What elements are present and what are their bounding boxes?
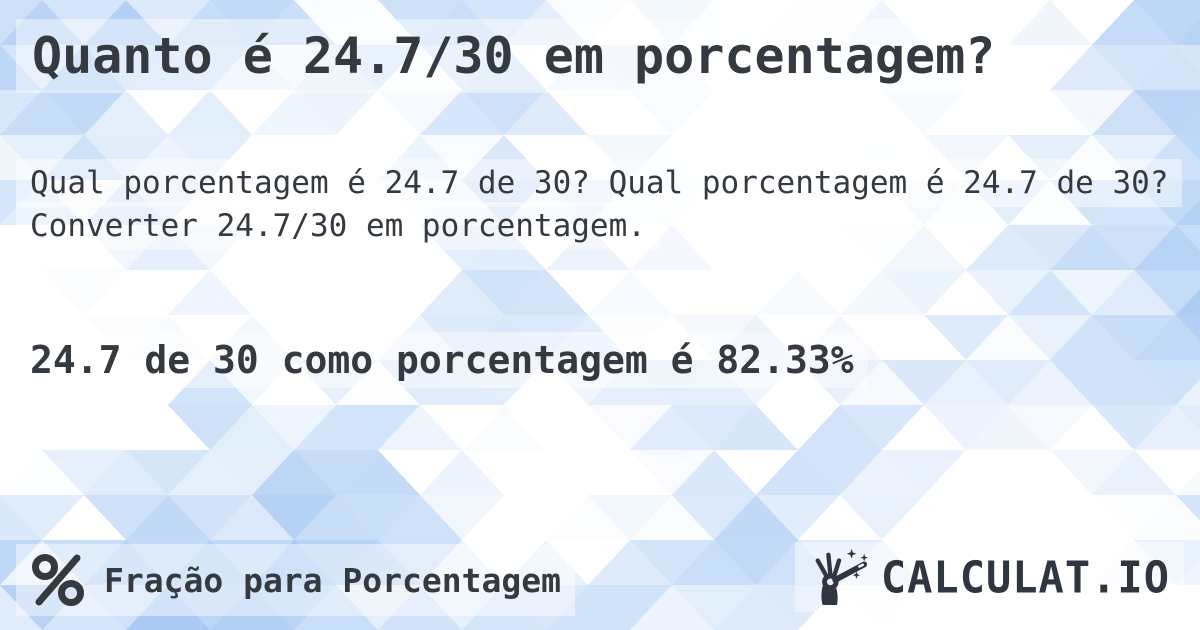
brand-name: CALCULAT.IO bbox=[880, 551, 1170, 603]
page-description-text: Qual porcentagem é 24.7 de 30? Qual porc… bbox=[16, 159, 1183, 250]
category-badge: Fração para Porcentagem bbox=[16, 544, 575, 616]
answer-heading: 24.7 de 30 como porcentagem é 82.33% bbox=[16, 332, 868, 388]
magic-wand-hand-icon bbox=[815, 548, 868, 606]
answer-text: 24.7 de 30 como porcentagem é 82.33% bbox=[16, 332, 868, 388]
percent-icon bbox=[32, 554, 84, 606]
category-label: Fração para Porcentagem bbox=[104, 560, 561, 600]
page-title-text: Quanto é 24.7/30 em porcentagem? bbox=[16, 19, 1012, 93]
brand-logo: CALCULAT.IO bbox=[794, 542, 1184, 612]
page-title: Quanto é 24.7/30 em porcentagem? bbox=[16, 19, 1012, 93]
page-description: Qual porcentagem é 24.7 de 30? Qual porc… bbox=[16, 159, 1183, 250]
